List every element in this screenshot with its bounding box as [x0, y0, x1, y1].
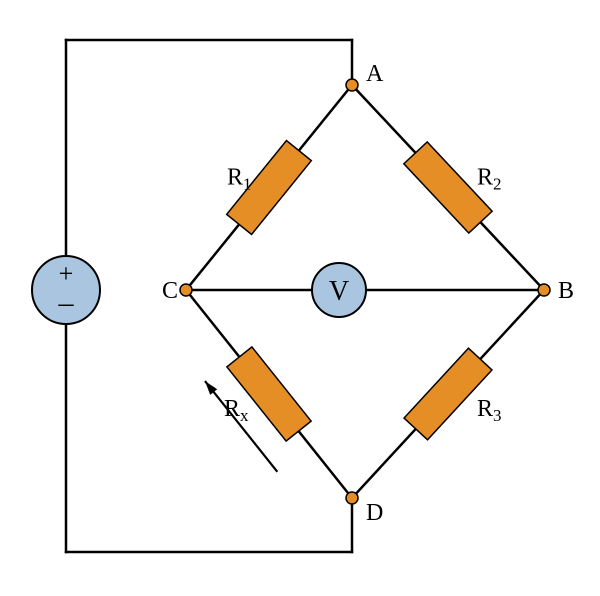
resistor-Rx — [227, 347, 311, 441]
components-layer: +– V — [32, 141, 492, 472]
wires-layer — [66, 40, 544, 552]
labels-layer: R1 R2 Rx R3 A B C D — [162, 61, 574, 526]
node-D — [346, 492, 358, 504]
voltmeter-label: V — [329, 276, 349, 307]
node-C-label: C — [162, 278, 178, 304]
resistor-R1-label: R1 — [227, 165, 252, 194]
source-minus: – — [58, 286, 75, 319]
node-C — [180, 284, 192, 296]
node-A — [346, 79, 358, 91]
resistor-Rx-label: Rx — [224, 396, 249, 425]
resistor-R2-label: R2 — [477, 165, 502, 194]
node-D-label: D — [366, 500, 383, 526]
source-plus: + — [59, 259, 74, 288]
wheatstone-bridge-diagram: +– V R1 R2 Rx R3 A B C D — [0, 0, 600, 596]
resistor-R3-label: R3 — [477, 396, 502, 425]
node-A-label: A — [366, 61, 384, 87]
voltage-source: +– — [32, 256, 100, 324]
node-B — [538, 284, 550, 296]
resistor-R3 — [404, 348, 492, 440]
node-B-label: B — [558, 278, 574, 304]
voltmeter: V — [312, 263, 366, 317]
